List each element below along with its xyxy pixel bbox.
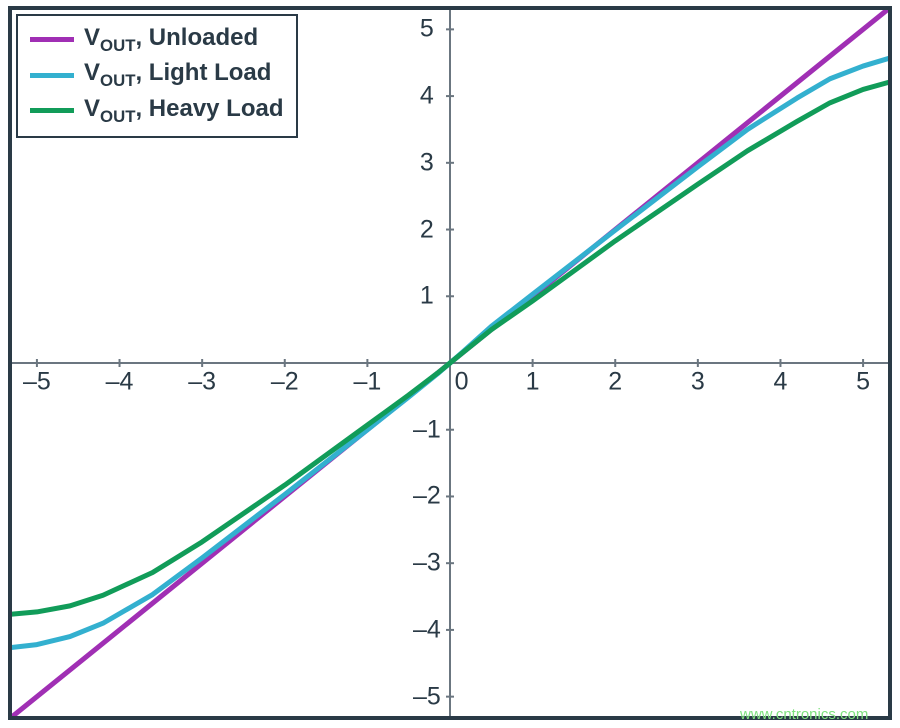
legend-item-heavy_load: VOUT, Heavy Load — [30, 93, 284, 128]
x-tick-label: 2 — [608, 367, 622, 396]
x-tick-label: –1 — [353, 367, 381, 396]
y-tick-label: –1 — [413, 415, 441, 444]
legend-item-unloaded: VOUT, Unloaded — [30, 22, 284, 57]
y-tick-label: –5 — [413, 682, 441, 711]
y-tick-label: –2 — [413, 482, 441, 511]
x-tick-label: 3 — [691, 367, 705, 396]
y-tick-label: 5 — [420, 15, 434, 44]
x-tick-label: –5 — [23, 367, 51, 396]
x-tick-label: 0 — [455, 367, 469, 396]
legend-label: VOUT, Heavy Load — [84, 93, 284, 128]
watermark: www.cntronics.com — [740, 706, 868, 723]
legend-swatch — [30, 108, 74, 113]
legend-swatch — [30, 73, 74, 78]
y-tick-label: 1 — [420, 282, 434, 311]
x-tick-label: –3 — [188, 367, 216, 396]
x-tick-label: –2 — [271, 367, 299, 396]
chart-container: VOUT, UnloadedVOUT, Light LoadVOUT, Heav… — [0, 0, 900, 728]
x-tick-label: –4 — [106, 367, 134, 396]
x-tick-label: 5 — [856, 367, 870, 396]
legend-label: VOUT, Unloaded — [84, 22, 258, 57]
y-tick-label: 2 — [420, 215, 434, 244]
y-tick-label: –3 — [413, 549, 441, 578]
x-tick-label: 1 — [526, 367, 540, 396]
legend: VOUT, UnloadedVOUT, Light LoadVOUT, Heav… — [16, 14, 298, 138]
legend-swatch — [30, 37, 74, 42]
y-tick-label: 4 — [420, 82, 434, 111]
y-tick-label: –4 — [413, 615, 441, 644]
legend-item-light_load: VOUT, Light Load — [30, 57, 284, 92]
legend-label: VOUT, Light Load — [84, 57, 271, 92]
x-tick-label: 4 — [774, 367, 788, 396]
y-tick-label: 3 — [420, 148, 434, 177]
